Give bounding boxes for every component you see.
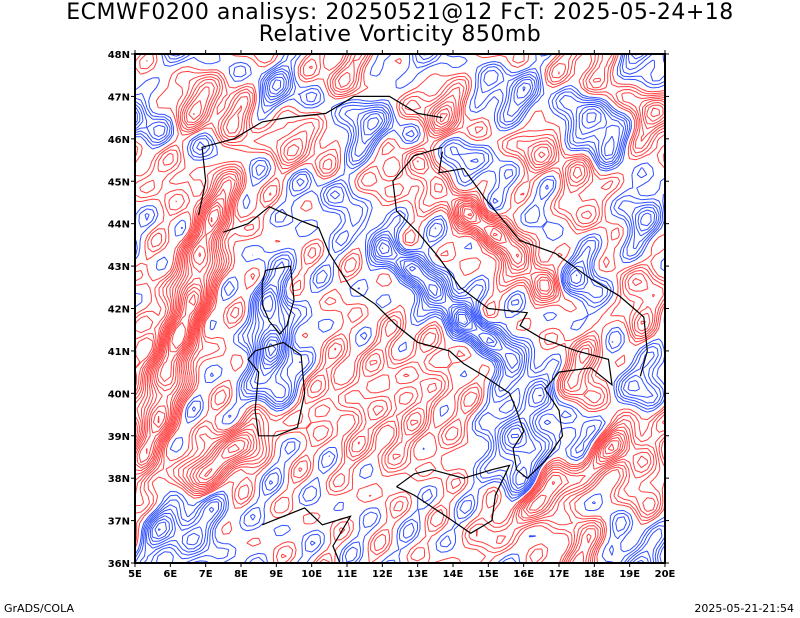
y-tick-label: 36N: [108, 559, 130, 570]
footer-timestamp: 2025-05-21-21:54: [694, 602, 794, 615]
negative-contour: [157, 266, 520, 531]
positive-contour: [171, 294, 196, 350]
italy-coast: [223, 146, 613, 479]
x-tick-label: 17E: [549, 569, 570, 580]
negative-contour: [135, 54, 665, 563]
y-tick-label: 41N: [108, 347, 130, 358]
positive-contour: [138, 201, 620, 477]
y-tick-label: 45N: [108, 177, 130, 188]
africa-coast: [261, 507, 352, 563]
negative-contour: [264, 313, 469, 360]
x-tick-label: 15E: [478, 569, 499, 580]
y-tick-label: 42N: [108, 305, 130, 316]
positive-contour: [157, 217, 213, 424]
balkan-coast: [438, 151, 648, 377]
x-axis: 5E 6E 7E 8E 9E 10E 11E 12E 13E 14E 15E 16E 17E 18E 19E…: [128, 50, 676, 580]
positive-contour: [136, 113, 622, 481]
positive-contour: [135, 54, 665, 563]
x-tick-label: 11E: [337, 569, 358, 580]
alps-border: [198, 95, 443, 216]
sardinia-coast: [247, 341, 306, 437]
y-tick-label: 38N: [108, 474, 130, 485]
x-tick-label: 13E: [407, 569, 428, 580]
chart-title: ECMWF0200 analisys: 20250521@12 FcT: 202…: [66, 0, 734, 25]
corsica-coast: [261, 265, 295, 335]
x-tick-label: 19E: [619, 569, 640, 580]
vorticity-contours: [135, 54, 665, 563]
x-tick-label: 16E: [513, 569, 534, 580]
coastlines: [198, 95, 648, 563]
footer-credit: GrADS/COLA: [4, 602, 74, 615]
y-tick-label: 37N: [108, 517, 130, 528]
positive-contour: [152, 208, 472, 428]
x-tick-label: 20E: [655, 569, 676, 580]
negative-contour: [135, 54, 665, 563]
y-tick-label: 48N: [108, 50, 130, 61]
positive-contour: [135, 107, 661, 511]
y-tick-label: 47N: [108, 92, 130, 103]
x-tick-label: 14E: [443, 569, 464, 580]
x-tick-label: 9E: [269, 569, 283, 580]
x-tick-label: 5E: [128, 569, 142, 580]
x-tick-label: 10E: [301, 569, 322, 580]
y-tick-label: 39N: [108, 432, 130, 443]
positive-contour: [135, 86, 665, 563]
y-tick-label: 43N: [108, 262, 130, 273]
positive-contour: [145, 204, 615, 454]
x-tick-label: 7E: [199, 569, 213, 580]
positive-contour: [169, 290, 199, 353]
chart-subtitle: Relative Vorticity 850mb: [258, 22, 542, 47]
positive-contour: [135, 54, 665, 563]
negative-contour: [262, 311, 471, 363]
y-axis: 36N 37N 38N 39N 40N 41N 42N 43N 44N 45N 46N 47N 48N: [108, 50, 669, 570]
positive-contour: [135, 54, 665, 563]
y-tick-label: 46N: [108, 135, 130, 146]
y-tick-label: 40N: [108, 389, 130, 400]
x-tick-label: 18E: [584, 569, 605, 580]
x-tick-label: 6E: [163, 569, 177, 580]
x-tick-label: 12E: [372, 569, 393, 580]
y-tick-label: 44N: [108, 220, 130, 231]
positive-contour: [135, 54, 665, 563]
positive-contour: [135, 71, 665, 563]
x-tick-label: 8E: [234, 569, 248, 580]
sicily-coast: [396, 464, 511, 535]
